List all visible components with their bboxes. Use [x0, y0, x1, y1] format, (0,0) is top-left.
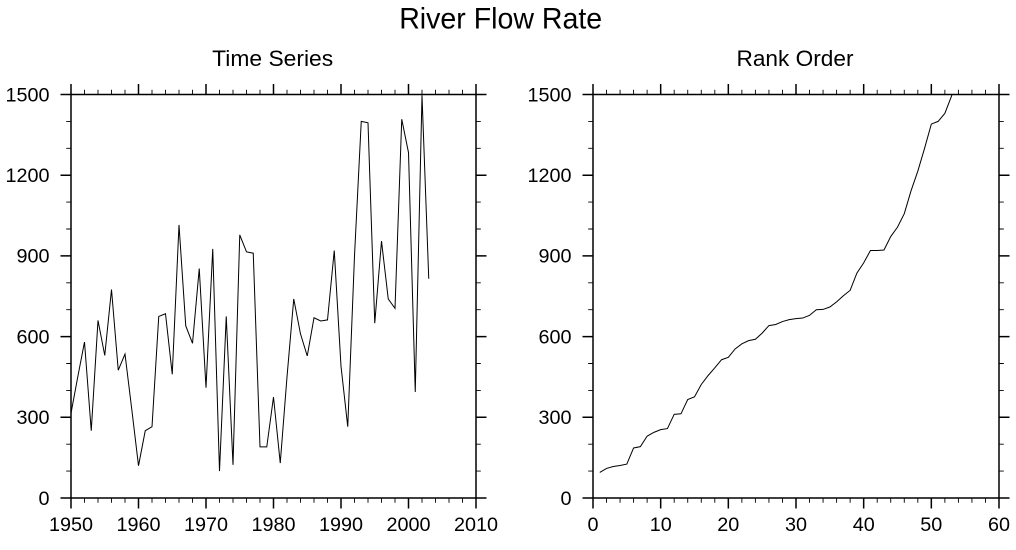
svg-text:600: 600	[538, 326, 571, 348]
svg-text:2010: 2010	[454, 514, 498, 536]
svg-text:0: 0	[587, 514, 598, 536]
svg-text:1960: 1960	[116, 514, 160, 536]
svg-text:10: 10	[650, 514, 672, 536]
svg-text:50: 50	[920, 514, 942, 536]
svg-text:1990: 1990	[319, 514, 363, 536]
svg-text:300: 300	[16, 407, 49, 429]
svg-text:0: 0	[560, 488, 571, 510]
svg-text:1200: 1200	[527, 165, 571, 187]
svg-text:1500: 1500	[527, 84, 571, 106]
svg-text:900: 900	[538, 246, 571, 268]
svg-text:1970: 1970	[184, 514, 228, 536]
svg-text:2000: 2000	[386, 514, 430, 536]
svg-text:1500: 1500	[5, 84, 49, 106]
svg-text:20: 20	[717, 514, 739, 536]
svg-text:40: 40	[853, 514, 875, 536]
svg-text:1950: 1950	[49, 514, 93, 536]
svg-text:30: 30	[785, 514, 807, 536]
svg-text:River Flow Rate: River Flow Rate	[399, 3, 602, 36]
svg-text:900: 900	[16, 246, 49, 268]
svg-text:Time Series: Time Series	[212, 46, 333, 71]
svg-text:Rank Order: Rank Order	[737, 46, 855, 71]
svg-text:1980: 1980	[251, 514, 295, 536]
svg-text:600: 600	[16, 326, 49, 348]
svg-text:300: 300	[538, 407, 571, 429]
svg-text:60: 60	[988, 514, 1010, 536]
svg-text:1200: 1200	[5, 165, 49, 187]
svg-text:0: 0	[38, 488, 49, 510]
